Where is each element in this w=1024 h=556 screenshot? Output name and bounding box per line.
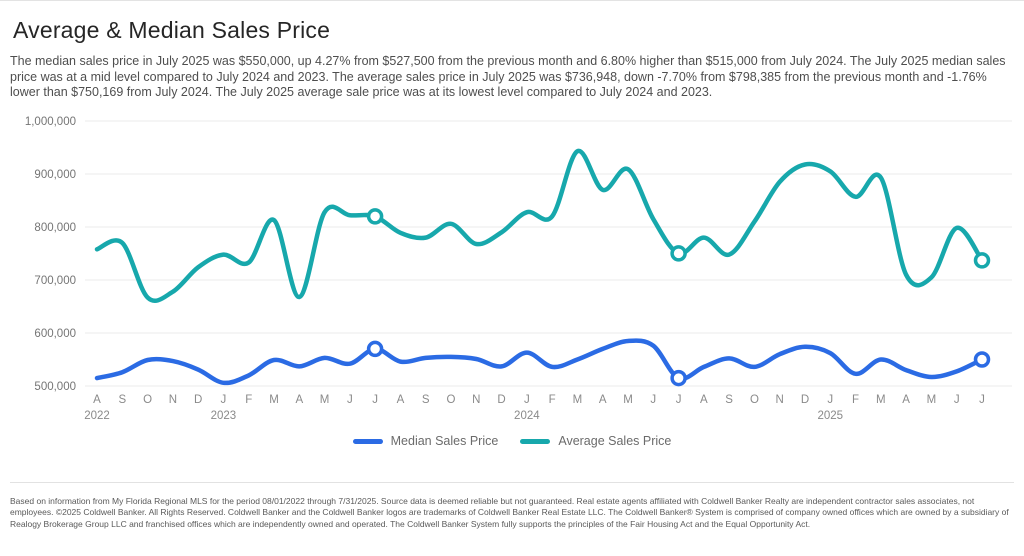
x-axis-month-label: J xyxy=(676,394,682,406)
x-axis-month-label: M xyxy=(876,394,886,406)
x-axis-month-label: N xyxy=(169,394,177,406)
y-axis-tick-label: 600,000 xyxy=(34,328,76,340)
y-axis-tick-label: 700,000 xyxy=(34,275,76,287)
disclaimer-text: Based on information from My Florida Reg… xyxy=(10,495,1009,529)
summary-text: The median sales price in July 2025 was … xyxy=(10,54,1006,100)
x-axis-month-label: S xyxy=(118,394,126,406)
july-data-point-marker[interactable] xyxy=(973,251,991,269)
x-axis-month-label: A xyxy=(599,394,607,406)
y-axis-tick-label: 900,000 xyxy=(34,169,76,181)
sales-price-chart: 1,000,000 900,000 800,000 700,000 600,000 500… xyxy=(10,106,1014,428)
x-axis-month-label: D xyxy=(801,394,809,406)
x-axis-month-label: J xyxy=(979,394,985,406)
x-axis-month-label: A xyxy=(93,394,101,406)
x-axis-year-label: 2025 xyxy=(817,410,843,422)
series-line-median-sales-price[interactable] xyxy=(94,338,985,385)
x-axis-month-label: J xyxy=(524,394,530,406)
x-axis-month-label: F xyxy=(852,394,859,406)
x-axis-month-label: F xyxy=(549,394,556,406)
x-axis-month-label: J xyxy=(372,394,378,406)
x-axis-year-label: 2022 xyxy=(84,410,110,422)
legend-label-average: Average Sales Price xyxy=(558,434,672,449)
x-axis-month-label: D xyxy=(497,394,505,406)
x-axis-month-label: M xyxy=(623,394,633,406)
x-axis-month-label: S xyxy=(725,394,733,406)
page-title: Average & Median Sales Price xyxy=(13,17,331,43)
x-axis-year-label: 2023 xyxy=(211,410,237,422)
x-axis-month-label: O xyxy=(143,394,152,406)
x-axis-month-label: N xyxy=(776,394,784,406)
y-axis-tick-label: 500,000 xyxy=(34,381,76,393)
footer-divider xyxy=(10,481,1014,483)
x-axis-month-label: S xyxy=(422,394,430,406)
x-axis-month-label: D xyxy=(194,394,202,406)
x-axis-month-label: A xyxy=(397,394,405,406)
y-axis-tick-label: 1,000,000 xyxy=(25,116,76,128)
x-axis-month-label: M xyxy=(269,394,279,406)
chart-legend: Median Sales Price Average Sales Price xyxy=(10,434,1014,449)
july-data-point-marker[interactable] xyxy=(670,369,687,387)
x-axis-month-label: O xyxy=(750,394,759,406)
x-axis-month-label: F xyxy=(245,394,252,406)
x-axis-month-label: M xyxy=(320,394,330,406)
july-data-point-marker[interactable] xyxy=(670,244,687,262)
x-axis-month-label: J xyxy=(650,394,656,406)
x-axis-month-label: J xyxy=(347,394,353,406)
legend-label-median: Median Sales Price xyxy=(390,434,499,449)
july-data-point-marker[interactable] xyxy=(366,207,384,225)
chart-canvas[interactable]: 1,000,000 900,000 800,000 700,000 600,000 500… xyxy=(0,106,1024,428)
series-line-average-sales-price[interactable] xyxy=(94,148,985,303)
median-series-swatch xyxy=(352,438,383,444)
x-axis-month-label: O xyxy=(447,394,456,406)
july-data-point-marker[interactable] xyxy=(973,351,991,368)
x-axis-month-label: A xyxy=(295,394,303,406)
x-axis-month-label: J xyxy=(827,394,833,406)
legend-item-median[interactable]: Median Sales Price xyxy=(352,434,499,449)
x-axis-month-label: M xyxy=(927,394,937,406)
x-axis-year-label: 2024 xyxy=(514,410,540,422)
x-axis-month-label: J xyxy=(221,394,227,406)
july-data-point-marker[interactable] xyxy=(366,340,384,357)
average-series-swatch xyxy=(520,438,551,444)
x-axis-month-label: A xyxy=(902,394,910,406)
x-axis-month-label: J xyxy=(954,394,960,406)
x-axis-month-label: M xyxy=(573,394,583,406)
x-axis-month-label: N xyxy=(472,394,480,406)
y-axis-tick-label: 800,000 xyxy=(34,222,76,234)
legend-item-average[interactable]: Average Sales Price xyxy=(520,434,671,448)
x-axis-month-label: A xyxy=(700,394,708,406)
